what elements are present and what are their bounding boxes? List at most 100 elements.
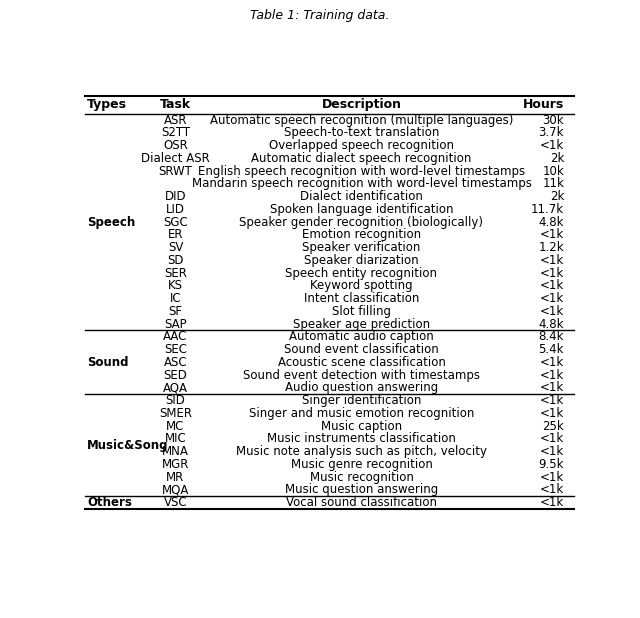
Text: ASR: ASR bbox=[164, 114, 188, 127]
Text: Speaker age prediction: Speaker age prediction bbox=[293, 318, 430, 331]
Text: DID: DID bbox=[164, 190, 186, 203]
Text: <1k: <1k bbox=[540, 471, 564, 484]
Text: <1k: <1k bbox=[540, 305, 564, 318]
Text: Music recognition: Music recognition bbox=[310, 471, 413, 484]
Text: 4.8k: 4.8k bbox=[539, 318, 564, 331]
Text: SV: SV bbox=[168, 241, 183, 254]
Text: <1k: <1k bbox=[540, 407, 564, 420]
Text: SEC: SEC bbox=[164, 343, 187, 356]
Text: 9.5k: 9.5k bbox=[539, 458, 564, 471]
Text: Keyword spotting: Keyword spotting bbox=[310, 279, 413, 292]
Text: <1k: <1k bbox=[540, 356, 564, 369]
Text: SD: SD bbox=[167, 254, 184, 267]
Text: 10k: 10k bbox=[542, 164, 564, 177]
Text: 11.7k: 11.7k bbox=[531, 203, 564, 216]
Text: Table 1: Training data.: Table 1: Training data. bbox=[250, 9, 390, 22]
Text: MNA: MNA bbox=[162, 445, 189, 458]
Text: Sound: Sound bbox=[87, 356, 129, 369]
Text: Spoken language identification: Spoken language identification bbox=[269, 203, 453, 216]
Text: AAC: AAC bbox=[163, 331, 188, 344]
Text: Singer identification: Singer identification bbox=[302, 394, 421, 407]
Text: 5.4k: 5.4k bbox=[539, 343, 564, 356]
Text: 2k: 2k bbox=[550, 152, 564, 165]
Text: 25k: 25k bbox=[542, 420, 564, 433]
Text: Mandarin speech recognition with word-level timestamps: Mandarin speech recognition with word-le… bbox=[191, 177, 531, 190]
Text: 8.4k: 8.4k bbox=[539, 331, 564, 344]
Text: <1k: <1k bbox=[540, 279, 564, 292]
Text: <1k: <1k bbox=[540, 228, 564, 241]
Text: Description: Description bbox=[321, 98, 401, 111]
Text: Singer and music emotion recognition: Singer and music emotion recognition bbox=[249, 407, 474, 420]
Text: SF: SF bbox=[168, 305, 182, 318]
Text: Speaker verification: Speaker verification bbox=[302, 241, 420, 254]
Text: Music caption: Music caption bbox=[321, 420, 402, 433]
Text: MR: MR bbox=[166, 471, 184, 484]
Text: Speaker gender recognition (biologically): Speaker gender recognition (biologically… bbox=[239, 216, 483, 229]
Text: MC: MC bbox=[166, 420, 185, 433]
Text: VSC: VSC bbox=[164, 496, 188, 509]
Text: Music instruments classification: Music instruments classification bbox=[267, 433, 456, 446]
Text: Speech: Speech bbox=[87, 216, 135, 229]
Text: Music genre recognition: Music genre recognition bbox=[291, 458, 433, 471]
Text: 4.8k: 4.8k bbox=[539, 216, 564, 229]
Text: Vocal sound classification: Vocal sound classification bbox=[286, 496, 437, 509]
Text: Automatic dialect speech recognition: Automatic dialect speech recognition bbox=[252, 152, 472, 165]
Text: Music&Song: Music&Song bbox=[87, 439, 168, 452]
Text: ER: ER bbox=[168, 228, 183, 241]
Text: <1k: <1k bbox=[540, 381, 564, 394]
Text: <1k: <1k bbox=[540, 433, 564, 446]
Text: S2TT: S2TT bbox=[161, 126, 190, 139]
Text: <1k: <1k bbox=[540, 266, 564, 279]
Text: SID: SID bbox=[166, 394, 186, 407]
Text: Speech-to-text translation: Speech-to-text translation bbox=[284, 126, 439, 139]
Text: 2k: 2k bbox=[550, 190, 564, 203]
Text: <1k: <1k bbox=[540, 496, 564, 509]
Text: <1k: <1k bbox=[540, 445, 564, 458]
Text: Speech entity recognition: Speech entity recognition bbox=[285, 266, 438, 279]
Text: SER: SER bbox=[164, 266, 187, 279]
Text: MIC: MIC bbox=[164, 433, 186, 446]
Text: 3.7k: 3.7k bbox=[539, 126, 564, 139]
Text: Hours: Hours bbox=[523, 98, 564, 111]
Text: Speaker diarization: Speaker diarization bbox=[304, 254, 419, 267]
Text: Music question answering: Music question answering bbox=[285, 483, 438, 496]
Text: SGC: SGC bbox=[163, 216, 188, 229]
Text: Automatic speech recognition (multiple languages): Automatic speech recognition (multiple l… bbox=[210, 114, 513, 127]
Text: 30k: 30k bbox=[543, 114, 564, 127]
Text: Dialect identification: Dialect identification bbox=[300, 190, 423, 203]
Text: <1k: <1k bbox=[540, 483, 564, 496]
Text: MQA: MQA bbox=[162, 483, 189, 496]
Text: Sound event detection with timestamps: Sound event detection with timestamps bbox=[243, 368, 480, 381]
Text: <1k: <1k bbox=[540, 254, 564, 267]
Text: IC: IC bbox=[170, 292, 181, 305]
Text: Types: Types bbox=[87, 98, 127, 111]
Text: SMER: SMER bbox=[159, 407, 192, 420]
Text: SAP: SAP bbox=[164, 318, 187, 331]
Text: MGR: MGR bbox=[162, 458, 189, 471]
Text: Music note analysis such as pitch, velocity: Music note analysis such as pitch, veloc… bbox=[236, 445, 487, 458]
Text: Overlapped speech recognition: Overlapped speech recognition bbox=[269, 139, 454, 152]
Text: Slot filling: Slot filling bbox=[332, 305, 391, 318]
Text: Task: Task bbox=[160, 98, 191, 111]
Text: 1.2k: 1.2k bbox=[538, 241, 564, 254]
Text: <1k: <1k bbox=[540, 394, 564, 407]
Text: <1k: <1k bbox=[540, 368, 564, 381]
Text: AQA: AQA bbox=[163, 381, 188, 394]
Text: Automatic audio caption: Automatic audio caption bbox=[289, 331, 434, 344]
Text: ASC: ASC bbox=[164, 356, 188, 369]
Text: Acoustic scene classification: Acoustic scene classification bbox=[278, 356, 445, 369]
Text: 11k: 11k bbox=[542, 177, 564, 190]
Text: Intent classification: Intent classification bbox=[304, 292, 419, 305]
Text: SED: SED bbox=[164, 368, 188, 381]
Text: Others: Others bbox=[87, 496, 132, 509]
Text: KS: KS bbox=[168, 279, 183, 292]
Text: <1k: <1k bbox=[540, 292, 564, 305]
Text: <1k: <1k bbox=[540, 139, 564, 152]
Text: English speech recognition with word-level timestamps: English speech recognition with word-lev… bbox=[198, 164, 525, 177]
Text: Emotion recognition: Emotion recognition bbox=[302, 228, 421, 241]
Text: Dialect ASR: Dialect ASR bbox=[141, 152, 210, 165]
Text: LID: LID bbox=[166, 203, 185, 216]
Text: OSR: OSR bbox=[163, 139, 188, 152]
Text: Audio question answering: Audio question answering bbox=[285, 381, 438, 394]
Text: SRWT: SRWT bbox=[159, 164, 193, 177]
